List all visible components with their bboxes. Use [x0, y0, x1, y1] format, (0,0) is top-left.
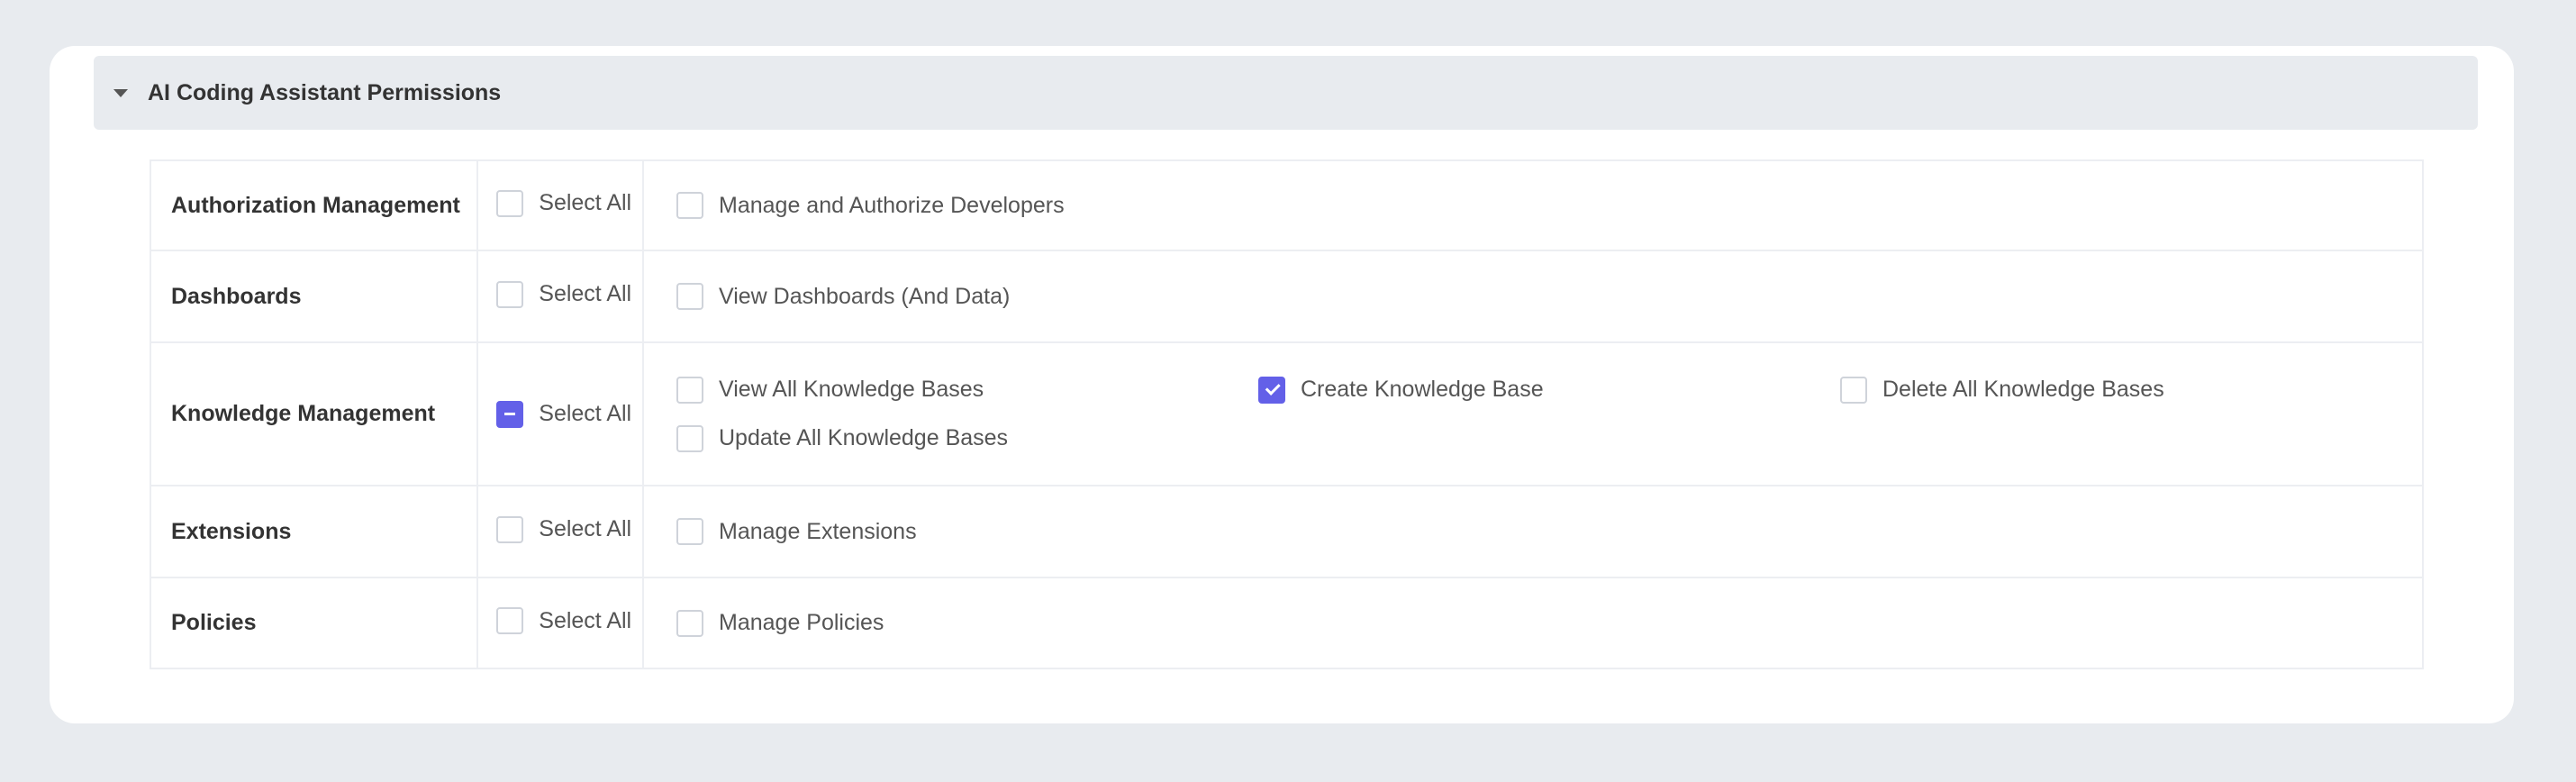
- option-label: View Dashboards (And Data): [719, 283, 1011, 309]
- permission-row-knowledge-management: Knowledge Management Select All View All…: [149, 341, 2424, 486]
- select-all-label: Select All: [539, 281, 632, 306]
- option-create-knowledge-base[interactable]: Create Knowledge Base: [1258, 376, 1840, 404]
- category-label: Knowledge Management: [149, 341, 479, 486]
- select-all-checkbox[interactable]: [496, 515, 524, 543]
- options-cell: Manage Policies: [642, 577, 2424, 669]
- checkbox[interactable]: [1258, 376, 1285, 404]
- option-label: View All Knowledge Bases: [719, 377, 984, 402]
- caret-down-icon[interactable]: [113, 88, 128, 97]
- select-all-knowledge-management[interactable]: Select All: [496, 400, 632, 428]
- option-view-all-knowledge-bases[interactable]: View All Knowledge Bases: [676, 376, 1258, 404]
- option-label: Delete All Knowledge Bases: [1882, 377, 2164, 402]
- checkbox[interactable]: [676, 376, 703, 404]
- select-all-extensions[interactable]: Select All: [496, 515, 632, 543]
- select-all-authorization-management[interactable]: Select All: [496, 189, 632, 217]
- option-manage-policies[interactable]: Manage Policies: [676, 609, 1258, 637]
- option-label: Manage Extensions: [719, 518, 917, 544]
- option-label: Manage and Authorize Developers: [719, 192, 1065, 218]
- checkbox[interactable]: [676, 424, 703, 452]
- section-header-toggle[interactable]: AI Coding Assistant Permissions: [94, 56, 2478, 130]
- checkbox[interactable]: [676, 283, 703, 310]
- select-all-dashboards[interactable]: Select All: [496, 280, 632, 308]
- option-label: Update All Knowledge Bases: [719, 425, 1009, 450]
- select-all-checkbox[interactable]: [496, 280, 524, 308]
- select-all-label: Select All: [539, 516, 632, 541]
- select-all-label: Select All: [539, 607, 632, 633]
- select-all-checkbox[interactable]: [496, 607, 524, 634]
- checkbox[interactable]: [676, 609, 703, 637]
- select-all-label: Select All: [539, 190, 632, 215]
- select-all-label: Select All: [539, 401, 632, 426]
- permission-row-policies: Policies Select All Manage Policies: [149, 577, 2424, 669]
- checkbox[interactable]: [1840, 376, 1867, 404]
- category-label: Extensions: [149, 485, 479, 578]
- options-cell: View Dashboards (And Data): [642, 250, 2424, 343]
- option-update-all-knowledge-bases[interactable]: Update All Knowledge Bases: [676, 424, 1258, 452]
- select-all-checkbox[interactable]: [496, 189, 524, 217]
- category-label: Dashboards: [149, 250, 479, 343]
- permission-row-authorization-management: Authorization Management Select All Mana…: [149, 159, 2424, 251]
- category-label: Policies: [149, 577, 479, 669]
- permission-row-extensions: Extensions Select All Manage Extensions: [149, 485, 2424, 578]
- option-manage-extensions[interactable]: Manage Extensions: [676, 518, 1258, 545]
- option-label: Create Knowledge Base: [1301, 377, 1544, 402]
- options-cell: Manage and Authorize Developers: [642, 159, 2424, 251]
- option-manage-and-authorize-developers[interactable]: Manage and Authorize Developers: [676, 192, 1258, 219]
- permissions-card: AI Coding Assistant Permissions Authoriz…: [50, 46, 2514, 723]
- options-cell: View All Knowledge Bases Create Knowledge…: [642, 341, 2424, 486]
- option-label: Manage Policies: [719, 610, 884, 635]
- select-all-checkbox[interactable]: [496, 400, 524, 428]
- permission-row-dashboards: Dashboards Select All View Dashboards (A…: [149, 250, 2424, 343]
- options-cell: Manage Extensions: [642, 485, 2424, 578]
- permissions-table: Authorization Management Select All Mana…: [149, 159, 2424, 669]
- checkbox[interactable]: [676, 518, 703, 545]
- select-all-policies[interactable]: Select All: [496, 607, 631, 634]
- option-view-dashboards-and-data[interactable]: View Dashboards (And Data): [676, 283, 1258, 310]
- section-title: AI Coding Assistant Permissions: [148, 79, 502, 105]
- checkbox[interactable]: [676, 192, 703, 219]
- category-label: Authorization Management: [149, 159, 479, 251]
- option-delete-all-knowledge-bases[interactable]: Delete All Knowledge Bases: [1840, 376, 2422, 404]
